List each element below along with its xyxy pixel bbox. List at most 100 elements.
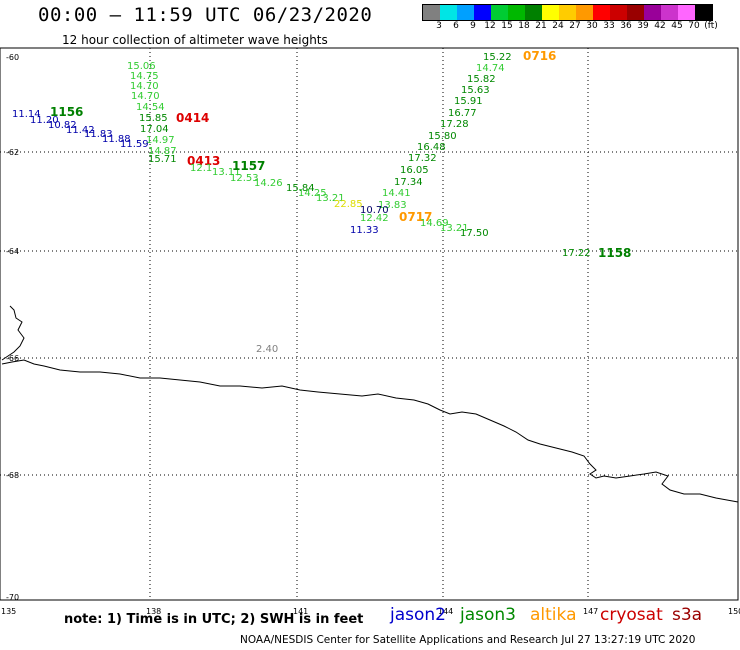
map-frame — [0, 47, 739, 601]
lat-label: -64 — [6, 247, 19, 256]
wave-height-label: 15.22 — [483, 52, 512, 63]
colorbar-label: 36 — [620, 21, 632, 31]
legend-cryosat: cryosat — [600, 605, 663, 625]
wave-height-label: 15.91 — [454, 96, 483, 107]
wave-height-label: 2.40 — [256, 344, 278, 355]
wave-height-label: 13.83 — [378, 200, 407, 211]
wave-height-label: 11.33 — [350, 225, 379, 236]
pass-time-label: 0414 — [176, 111, 209, 125]
wave-height-label: 14.25 — [298, 188, 327, 199]
map-title: 00:00 – 11:59 UTC 06/23/2020 — [38, 4, 373, 26]
pass-time-label: 0717 — [399, 210, 432, 224]
pass-time-label: 0716 — [523, 49, 556, 63]
wave-height-label: 15.06 — [127, 61, 156, 72]
colorbar-label: 24 — [552, 21, 564, 31]
wave-height-label: 11.88 — [102, 134, 131, 145]
wave-height-label: 15.63 — [461, 85, 490, 96]
lat-label: -66 — [6, 354, 19, 363]
colorbar-swatch — [423, 5, 440, 20]
colorbar-swatch — [508, 5, 525, 20]
colorbar-label: 39 — [637, 21, 649, 31]
lat-label: -70 — [6, 593, 19, 602]
legend-jason2: jason2 — [390, 605, 446, 625]
colorbar-label: 42 — [654, 21, 666, 31]
colorbar-swatch — [474, 5, 491, 20]
wave-height-label: 11.14 — [12, 109, 41, 120]
legend-jason3: jason3 — [460, 605, 516, 625]
wave-height-label: 15.84 — [286, 183, 315, 194]
pass-time-label: 0413 — [187, 154, 220, 168]
colorbar-swatch — [593, 5, 610, 20]
colorbar-swatch — [644, 5, 661, 20]
colorbar-label: 12 — [484, 21, 496, 31]
wave-height-label: 10.82 — [48, 120, 77, 131]
colorbar-swatch — [627, 5, 644, 20]
footer-note: note: 1) Time is in UTC; 2) SWH is in fe… — [64, 612, 364, 627]
wave-height-label: 17.28 — [440, 119, 469, 130]
wave-height-label: 17.50 — [460, 228, 489, 239]
lon-label: 138 — [146, 607, 161, 616]
coastline — [1, 305, 739, 503]
colorbar-label: 6 — [453, 21, 459, 31]
wave-height-label: 13.11 — [212, 167, 241, 178]
colorbar-swatch — [695, 5, 712, 20]
colorbar-label: 15 — [501, 21, 513, 31]
wave-height-label: 11.42 — [66, 125, 95, 136]
colorbar-swatch — [542, 5, 559, 20]
wave-height-label: 14.70 — [131, 91, 160, 102]
colorbar-label: 70 — [688, 21, 700, 31]
wave-height-label: 14.70 — [130, 81, 159, 92]
wave-height-label: 17.04 — [140, 124, 169, 135]
wave-height-label: 16.48 — [417, 142, 446, 153]
wave-height-label: 14.75 — [130, 71, 159, 82]
wave-height-label: 12.1 — [190, 163, 212, 174]
wave-height-label: 14.69 — [420, 218, 449, 229]
legend-s3a: s3a — [672, 605, 703, 625]
colorbar-label: 9 — [470, 21, 476, 31]
wave-height-label: 11.20 — [30, 115, 59, 126]
wave-height-label: 14.41 — [382, 188, 411, 199]
wave-height-label: 14.87 — [148, 146, 177, 157]
lon-label: 147 — [583, 607, 598, 616]
colorbar-label: 33 — [603, 21, 615, 31]
pass-time-label: 1156 — [50, 105, 83, 119]
wave-height-label: 12.42 — [360, 213, 389, 224]
lat-label: -62 — [6, 148, 19, 157]
colorbar-swatch — [610, 5, 627, 20]
wave-height-label: 14.54 — [136, 102, 165, 113]
wave-height-label: 17.34 — [394, 177, 423, 188]
lat-label: -68 — [6, 471, 19, 480]
colorbar-label: 45 — [671, 21, 683, 31]
colorbar-label: 3 — [436, 21, 442, 31]
pass-time-label: 1158 — [598, 246, 631, 260]
lon-label: 150 — [728, 607, 740, 616]
wave-height-label: 15.71 — [148, 154, 177, 165]
wave-height-label: 14.26 — [254, 178, 283, 189]
wave-height-label: 13.21 — [440, 223, 469, 234]
wave-height-label: 10.70 — [360, 205, 389, 216]
colorbar-swatch — [440, 5, 457, 20]
wave-height-label: 16.05 — [400, 165, 429, 176]
colorbar-label: 27 — [569, 21, 581, 31]
colorbar-swatch — [457, 5, 474, 20]
wave-height-label: 12.53 — [230, 173, 259, 184]
lon-label: 141 — [293, 607, 308, 616]
colorbar-swatch — [559, 5, 576, 20]
colorbar-swatch — [491, 5, 508, 20]
credit-line: NOAA/NESDIS Center for Satellite Applica… — [240, 634, 696, 646]
lat-label: -60 — [6, 53, 19, 62]
wave-height-label: 15.80 — [428, 131, 457, 142]
wave-height-label: 22.85 — [334, 199, 363, 210]
lon-label: 135 — [1, 607, 16, 616]
wave-height-label: 15.85 — [139, 113, 168, 124]
colorbar-swatch — [576, 5, 593, 20]
colorbar-swatch — [678, 5, 695, 20]
colorbar-swatch — [661, 5, 678, 20]
wave-height-label: 11.59 — [120, 139, 149, 150]
wave-height-label: 17.32 — [408, 153, 437, 164]
wave-height-label: 14.97 — [146, 135, 175, 146]
wave-height-colorbar — [422, 4, 713, 21]
colorbar-label: (ft) — [704, 21, 718, 31]
colorbar-label: 21 — [535, 21, 547, 31]
